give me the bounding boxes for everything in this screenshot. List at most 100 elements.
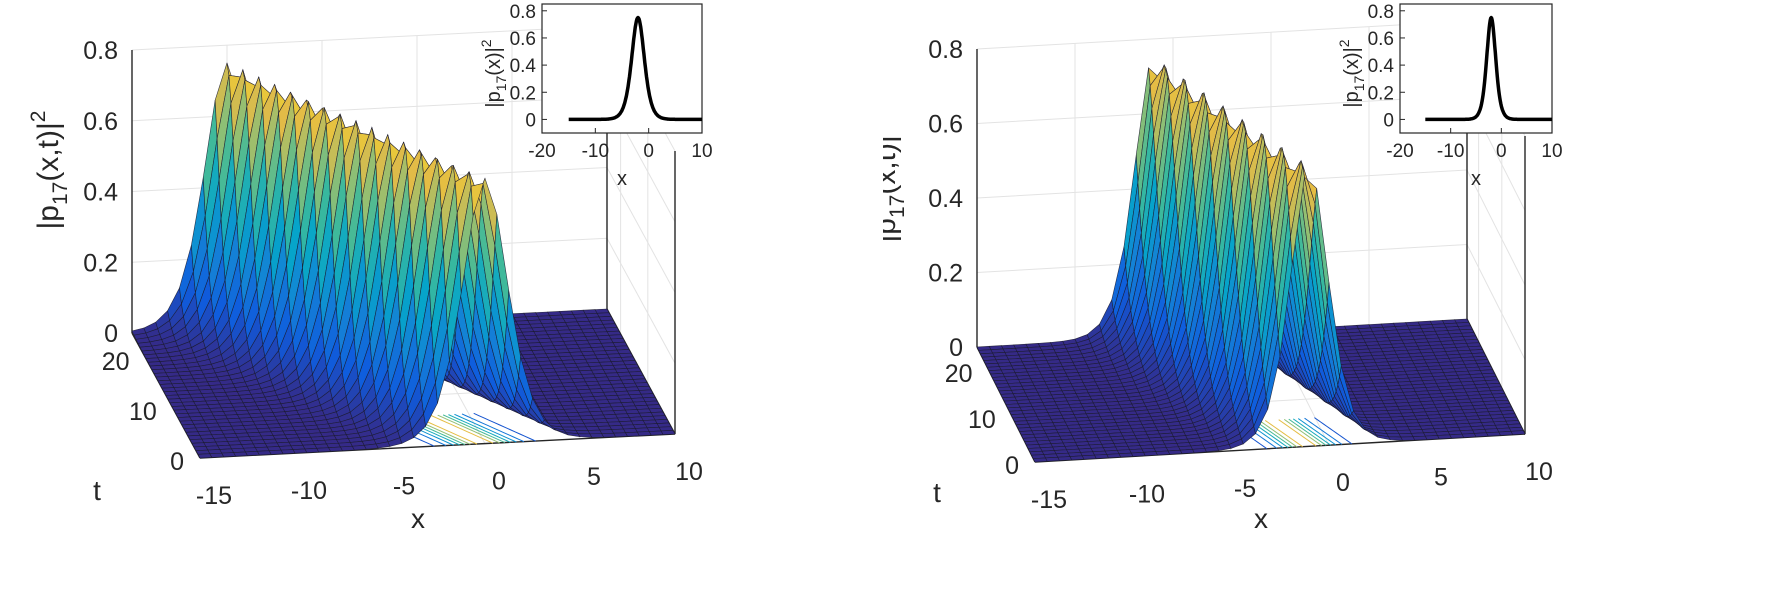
surface-patch xyxy=(1400,436,1416,441)
surface-plot-left: -15 -10 -5 0 5 10 0 10 20 0 0.2 0.4 0.6 0.8 x t |p17(x,t… xyxy=(0,0,870,602)
z-tick-label: 0.8 xyxy=(928,36,963,64)
surface-patch xyxy=(571,422,587,428)
surface-patch xyxy=(636,431,652,437)
x-tick-label: 5 xyxy=(1434,464,1448,492)
surface-patch xyxy=(601,432,617,438)
contour-line xyxy=(1314,417,1353,445)
t-tick-label: 10 xyxy=(968,406,996,434)
contour-line xyxy=(1283,418,1322,447)
surface xyxy=(976,63,1526,463)
surface-patch xyxy=(1388,436,1404,441)
surface-patch xyxy=(1412,435,1428,441)
surface-patch xyxy=(316,447,332,453)
x-axis-label: x xyxy=(1254,503,1268,534)
contour-line xyxy=(1288,418,1327,446)
x-tick-label: 5 xyxy=(587,463,601,491)
surface-patch xyxy=(1094,454,1109,459)
contour-line xyxy=(461,413,525,443)
contour-line xyxy=(1259,420,1298,448)
surface-patch xyxy=(197,453,213,459)
surface-patch xyxy=(209,452,225,458)
t-tick-label: 20 xyxy=(102,348,130,376)
t-tick-label: 10 xyxy=(129,398,157,426)
inset-y-label: |p17(x)|2 xyxy=(1336,39,1367,107)
surface-patch xyxy=(587,429,603,435)
surface-patch xyxy=(292,448,308,454)
surface-patch xyxy=(625,431,640,437)
inset-y-tick-label: 0.4 xyxy=(510,56,537,77)
inset-y-tick-label: 0.2 xyxy=(510,83,536,104)
surface-patch xyxy=(280,449,296,455)
surface-patch xyxy=(1167,449,1183,455)
surface-patch xyxy=(1032,457,1048,463)
inset-y-tick-label: 0.8 xyxy=(1368,2,1394,23)
contour-line xyxy=(1292,418,1331,446)
inset-y-tick-label: 0.2 xyxy=(1368,83,1394,104)
inset-x-label: x xyxy=(1471,168,1481,190)
inset-x-label: x xyxy=(617,168,627,190)
surface-patch xyxy=(660,430,676,435)
z-tick-label: 0.6 xyxy=(928,111,963,139)
t-tick-label: 20 xyxy=(945,360,973,388)
x-tick-label: -10 xyxy=(1129,480,1165,508)
surface-patch xyxy=(1118,452,1134,458)
surface-patch xyxy=(1365,417,1381,422)
inset-profile-curve xyxy=(567,15,704,122)
surface-patch xyxy=(233,451,248,457)
contour-line xyxy=(1264,420,1303,448)
surface-patch xyxy=(1498,431,1514,436)
surface-patch xyxy=(1424,435,1440,440)
z-tick-label: 0.8 xyxy=(83,37,118,65)
z-tick-label: 0.6 xyxy=(83,108,118,136)
z-tick-label: 0.4 xyxy=(928,185,963,213)
contour-line xyxy=(1278,419,1317,447)
inset-y-tick-label: 0 xyxy=(1383,110,1394,131)
surface-patch xyxy=(221,452,237,458)
surface-patch xyxy=(256,450,272,456)
surface-patch xyxy=(1192,448,1207,454)
z-tick-label: 0 xyxy=(104,320,118,348)
surface-patch xyxy=(340,445,355,452)
contour-lines xyxy=(1229,417,1353,450)
inset-x-tick-label: 10 xyxy=(691,141,712,162)
surface-patch xyxy=(557,419,573,424)
contour-line xyxy=(1254,420,1293,448)
x-tick-label: -15 xyxy=(196,482,232,510)
inset-x-tick-label: -10 xyxy=(1437,141,1464,162)
contour-line xyxy=(448,414,511,443)
x-tick-label: -10 xyxy=(291,477,327,505)
surface-patch xyxy=(1106,453,1122,459)
x-tick-label: -5 xyxy=(1234,475,1256,503)
surface-patch xyxy=(585,426,601,431)
inset-profile-curve xyxy=(1424,15,1554,122)
surface-patch xyxy=(1360,407,1376,412)
surface-patch xyxy=(539,409,555,414)
surface-patch xyxy=(304,447,320,453)
surface-patch xyxy=(1155,450,1171,456)
x-tick-label: -5 xyxy=(393,472,415,500)
inset-y-tick-label: 0 xyxy=(525,110,536,131)
surface-patch xyxy=(328,446,343,452)
surface-patch xyxy=(648,430,664,436)
t-axis-label: t xyxy=(933,477,941,508)
surface-patch xyxy=(1510,430,1526,436)
surface-patch xyxy=(1143,451,1158,457)
contour-line xyxy=(430,415,494,444)
inset-x-tick-label: 0 xyxy=(643,141,654,162)
inset-x-tick-label: 0 xyxy=(1496,141,1507,162)
inset-x-tick-label: -10 xyxy=(582,141,609,162)
inset-plot: 0 0.2 0.4 0.6 0.8 -20 -10 0 10 x |p17(x)|2 xyxy=(1336,2,1563,190)
t-tick-label: 0 xyxy=(1005,452,1019,480)
surface-patch xyxy=(1473,432,1489,438)
surface-patch xyxy=(1081,454,1097,460)
inset-y-tick-label: 0.4 xyxy=(1368,56,1395,77)
surface-patch xyxy=(1384,430,1400,435)
surface-patch xyxy=(1449,433,1465,439)
inset-y-tick-label: 0.8 xyxy=(510,2,536,23)
contour-line xyxy=(473,412,536,442)
inset-y-tick-label: 0.6 xyxy=(510,29,536,50)
surface-patch xyxy=(245,451,260,456)
surface-patch xyxy=(1069,455,1085,461)
surface-patch xyxy=(613,432,628,438)
